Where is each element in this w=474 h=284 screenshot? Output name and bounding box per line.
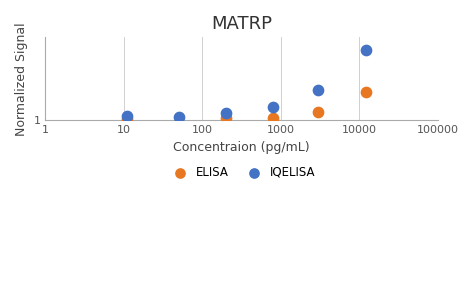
X-axis label: Concentraion (pg/mL): Concentraion (pg/mL)	[173, 141, 310, 154]
ELISA	[315, 110, 322, 114]
Y-axis label: Normalized Signal: Normalized Signal	[15, 22, 28, 136]
ELISA	[362, 90, 370, 94]
IQELISA	[315, 87, 322, 92]
IQELISA	[222, 111, 230, 115]
Title: MATRP: MATRP	[211, 15, 272, 33]
IQELISA	[362, 47, 370, 52]
ELISA	[222, 116, 230, 120]
IQELISA	[123, 114, 131, 118]
ELISA	[123, 116, 131, 121]
IQELISA	[270, 105, 277, 110]
Legend: ELISA, IQELISA: ELISA, IQELISA	[164, 161, 320, 184]
ELISA	[270, 115, 277, 120]
IQELISA	[175, 115, 182, 119]
